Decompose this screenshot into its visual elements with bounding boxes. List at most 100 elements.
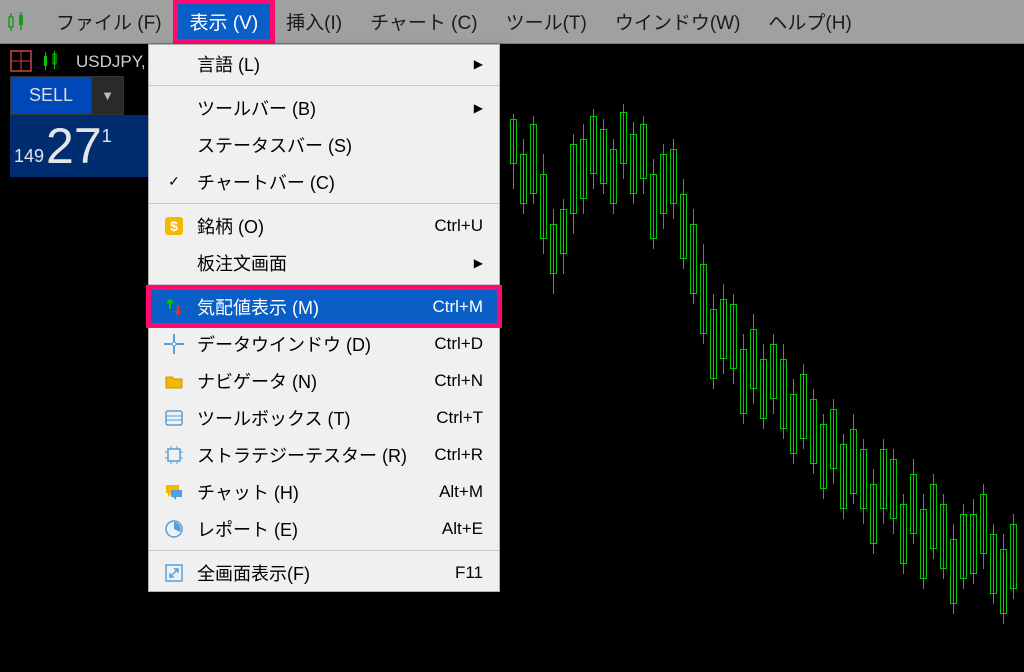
candle — [620, 44, 626, 672]
menu-item[interactable]: ナビゲータ (N)Ctrl+N — [149, 362, 499, 399]
dollar-icon: $ — [161, 215, 187, 237]
candle — [790, 44, 796, 672]
candle — [770, 44, 776, 672]
menu-item-shortcut: Alt+E — [442, 519, 483, 539]
menu-t[interactable]: ツール(T) — [492, 2, 601, 41]
menu-item[interactable]: 言語 (L)▶ — [149, 45, 499, 82]
candle — [870, 44, 876, 672]
candle — [970, 44, 976, 672]
candle — [590, 44, 596, 672]
candle — [890, 44, 896, 672]
menu-item-label: ナビゲータ (N) — [197, 368, 434, 394]
menu-v[interactable]: 表示 (V) — [176, 2, 273, 41]
menu-separator — [149, 550, 499, 551]
menu-f[interactable]: ファイル (F) — [42, 2, 176, 41]
menu-item-shortcut: Ctrl+R — [434, 445, 483, 465]
menu-item-label: ツールバー (B) — [197, 95, 474, 121]
candle — [560, 44, 566, 672]
menu-item[interactable]: 全画面表示(F)F11 — [149, 554, 499, 591]
candle — [860, 44, 866, 672]
candle — [730, 44, 736, 672]
menu-item[interactable]: データウインドウ (D)Ctrl+D — [149, 325, 499, 362]
candle — [880, 44, 886, 672]
candle — [930, 44, 936, 672]
candle — [980, 44, 986, 672]
menu-item-label: データウインドウ (D) — [197, 331, 434, 357]
submenu-arrow-icon: ▶ — [474, 57, 483, 71]
menu-item-label: レポート (E) — [197, 516, 442, 542]
sell-button[interactable]: SELL — [10, 76, 92, 115]
menu-separator — [149, 284, 499, 285]
menu-i[interactable]: 挿入(I) — [272, 2, 356, 41]
submenu-arrow-icon: ▶ — [474, 256, 483, 270]
candle — [660, 44, 666, 672]
chat-icon — [161, 481, 187, 503]
menu-item-label: 全画面表示(F) — [197, 560, 455, 586]
menu-item[interactable]: ステータスバー (S) — [149, 126, 499, 163]
menu-item-label: ステータスバー (S) — [197, 132, 483, 158]
candle — [670, 44, 676, 672]
arrows-ud-icon — [161, 296, 187, 318]
candle — [840, 44, 846, 672]
chip-icon — [161, 444, 187, 466]
menu-item[interactable]: レポート (E)Alt+E — [149, 510, 499, 547]
menu-item[interactable]: 板注文画面▶ — [149, 244, 499, 281]
candle — [780, 44, 786, 672]
candle — [550, 44, 556, 672]
menu-item[interactable]: ストラテジーテスター (R)Ctrl+R — [149, 436, 499, 473]
menu-item-shortcut: Ctrl+U — [434, 216, 483, 236]
candle — [530, 44, 536, 672]
menu-item-label: チャット (H) — [197, 479, 439, 505]
menu-item-shortcut: Ctrl+T — [436, 408, 483, 428]
menu-item-label: ツールボックス (T) — [197, 405, 436, 431]
candle — [710, 44, 716, 672]
menu-item[interactable]: 気配値表示 (M)Ctrl+M — [149, 288, 499, 325]
candle — [1000, 44, 1006, 672]
menu-item[interactable]: チャートバー (C) — [149, 163, 499, 200]
menu-c[interactable]: チャート (C) — [356, 2, 491, 41]
menu-item-shortcut: Ctrl+M — [432, 297, 483, 317]
menu-item-label: 板注文画面 — [197, 250, 474, 276]
candle — [520, 44, 526, 672]
menu-item-shortcut: F11 — [455, 563, 483, 583]
candle — [570, 44, 576, 672]
menu-item-label: 銘柄 (O) — [197, 213, 434, 239]
sell-dropdown-toggle[interactable]: ▼ — [92, 76, 124, 115]
menu-item-label: ストラテジーテスター (R) — [197, 442, 434, 468]
menubar: ファイル (F)表示 (V)挿入(I)チャート (C)ツール(T)ウインドウ(W… — [0, 0, 1024, 44]
blank-icon — [161, 97, 187, 119]
grid-icon[interactable] — [10, 50, 32, 72]
candle — [700, 44, 706, 672]
price-pips: 27 — [46, 121, 102, 171]
candle — [1010, 44, 1016, 672]
candle — [750, 44, 756, 672]
candle — [690, 44, 696, 672]
menu-item[interactable]: ツールバー (B)▶ — [149, 89, 499, 126]
candle — [540, 44, 546, 672]
menu-h[interactable]: ヘルプ(H) — [754, 2, 865, 41]
candle — [920, 44, 926, 672]
price-fraction: 1 — [102, 126, 112, 147]
menu-item-label: チャートバー (C) — [197, 169, 483, 195]
menu-item[interactable]: $ 銘柄 (O)Ctrl+U — [149, 207, 499, 244]
candle — [800, 44, 806, 672]
blank-icon — [161, 134, 187, 156]
menu-item-shortcut: Ctrl+D — [434, 334, 483, 354]
menu-item[interactable]: チャット (H)Alt+M — [149, 473, 499, 510]
folder-icon — [161, 370, 187, 392]
candle — [810, 44, 816, 672]
app-candlestick-icon — [6, 11, 28, 33]
menu-item-label: 言語 (L) — [197, 51, 474, 77]
menu-item[interactable]: ツールボックス (T)Ctrl+T — [149, 399, 499, 436]
candle — [740, 44, 746, 672]
menu-w[interactable]: ウインドウ(W) — [601, 2, 755, 41]
candle — [630, 44, 636, 672]
candle — [610, 44, 616, 672]
report-icon — [161, 518, 187, 540]
menu-item-shortcut: Alt+M — [439, 482, 483, 502]
candle-tool-icon[interactable] — [40, 50, 62, 72]
candle — [760, 44, 766, 672]
candle — [650, 44, 656, 672]
candle — [900, 44, 906, 672]
candle — [950, 44, 956, 672]
